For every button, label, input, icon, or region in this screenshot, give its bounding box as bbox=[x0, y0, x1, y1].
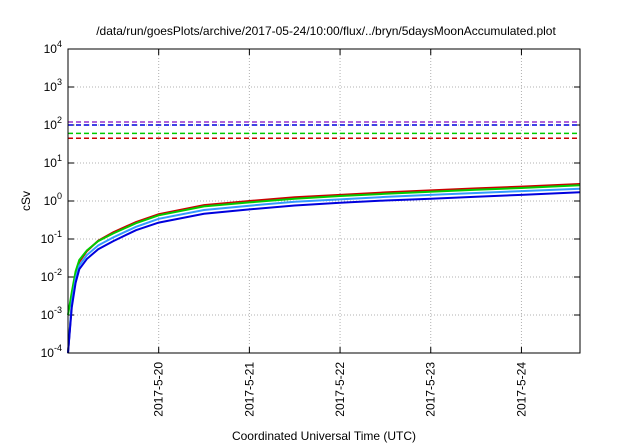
x-axis-ticks: 2017-5-20 2017-5-21 2017-5-22 2017-5-23 2017… bbox=[152, 49, 528, 417]
y-tick-label: 10-3 bbox=[41, 305, 62, 322]
plot-frame bbox=[67, 48, 581, 354]
x-tick-label: 2017-5-24 bbox=[514, 362, 528, 417]
x-tick-label: 2017-5-22 bbox=[333, 362, 347, 417]
x-tick-label: 2017-5-20 bbox=[152, 362, 166, 417]
series-line-3 bbox=[67, 187, 581, 354]
x-tick-label: 2017-5-23 bbox=[424, 362, 438, 417]
chart-title: /data/run/goesPlots/archive/2017-05-24/1… bbox=[96, 24, 556, 38]
y-tick-label: 104 bbox=[44, 39, 62, 56]
y-tick-label: 103 bbox=[44, 77, 62, 94]
y-axis-ticks: 10-4 10-3 10-2 10-1 100 101 102 103 104 bbox=[41, 39, 580, 360]
y-axis-label: cSv bbox=[19, 191, 33, 211]
y-tick-label: 10-2 bbox=[41, 267, 62, 284]
series-line-2 bbox=[67, 184, 581, 316]
series-layer bbox=[67, 121, 581, 354]
x-axis-label: Coordinated Universal Time (UTC) bbox=[232, 429, 416, 443]
y-tick-label: 100 bbox=[44, 191, 62, 208]
x-tick-label: 2017-5-21 bbox=[242, 362, 256, 417]
series-line-1 bbox=[67, 183, 581, 354]
series-line-4 bbox=[67, 191, 581, 354]
y-tick-label: 101 bbox=[44, 153, 62, 170]
y-tick-label: 10-4 bbox=[41, 343, 62, 360]
y-tick-label: 10-1 bbox=[41, 229, 62, 246]
y-tick-label: 102 bbox=[44, 115, 62, 132]
